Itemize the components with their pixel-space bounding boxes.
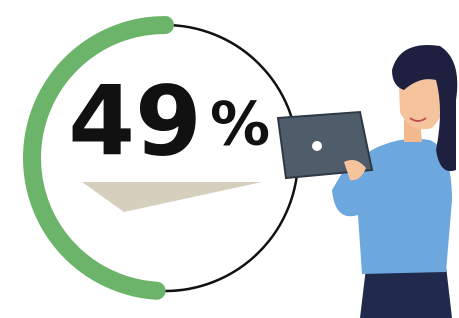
woman-illustration [278,45,457,318]
percent-value: 49 [68,65,202,177]
jeans [360,266,452,318]
laptop-logo [312,141,322,151]
percent-sign: % [210,90,270,160]
shadow-shape [82,182,262,212]
progress-illustration: 49 % [0,0,459,318]
